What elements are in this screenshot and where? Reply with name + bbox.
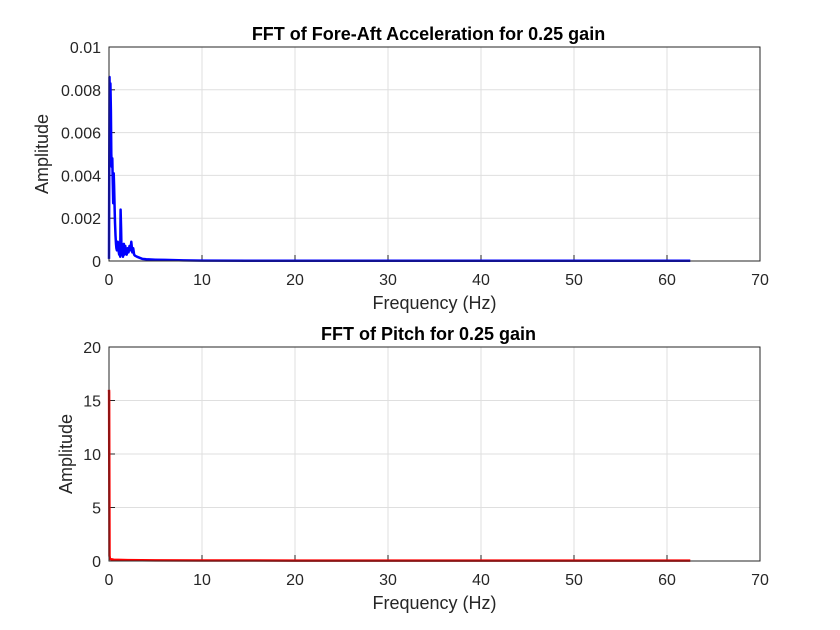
accel-x-tick-label: 0 xyxy=(105,272,114,289)
accel-y-tick-label: 0.008 xyxy=(61,83,101,100)
pitch-x-axis-label: Frequency (Hz) xyxy=(372,593,496,613)
pitch-y-tick-label: 20 xyxy=(83,340,101,357)
acceleration-fft-plot: 0 10 20 30 40 50 60 70 0 0.002 0.004 0.006 0.008 0.01… xyxy=(32,24,769,313)
accel-y-tick-label: 0.01 xyxy=(70,40,101,57)
accel-x-tick-label: 30 xyxy=(379,272,397,289)
accel-x-tick-label: 70 xyxy=(751,272,769,289)
pitch-x-tick-label: 20 xyxy=(286,572,304,589)
pitch-fft-plot: 0 10 20 30 40 50 60 70 0 5 10 15 20 FFT of Pitch for … xyxy=(56,324,769,613)
accel-axes-frame xyxy=(108,46,761,262)
pitch-y-tick-label: 0 xyxy=(92,554,101,571)
pitch-x-tick-label: 40 xyxy=(472,572,490,589)
accel-plot-area xyxy=(109,47,760,261)
accel-chart-title: FFT of Fore-Aft Acceleration for 0.25 ga… xyxy=(252,24,605,44)
accel-x-tick-label: 10 xyxy=(193,272,211,289)
accel-x-tick-label: 20 xyxy=(286,272,304,289)
accel-x-tick-label: 60 xyxy=(658,272,676,289)
accel-y-tick-label: 0.002 xyxy=(61,211,101,228)
accel-x-axis-label: Frequency (Hz) xyxy=(372,293,496,313)
pitch-axes-frame xyxy=(108,346,761,562)
accel-y-axis-label: Amplitude xyxy=(32,114,52,194)
pitch-x-tick-label: 0 xyxy=(105,572,114,589)
pitch-x-tick-label: 60 xyxy=(658,572,676,589)
pitch-y-axis-label: Amplitude xyxy=(56,414,76,494)
pitch-y-tick-label: 5 xyxy=(92,501,101,518)
accel-x-tick-label: 50 xyxy=(565,272,583,289)
pitch-y-tick-label: 15 xyxy=(83,394,101,411)
pitch-x-tick-label: 50 xyxy=(565,572,583,589)
accel-y-tick-label: 0.006 xyxy=(61,126,101,143)
pitch-y-tick-label: 10 xyxy=(83,447,101,464)
pitch-x-tick-label: 70 xyxy=(751,572,769,589)
pitch-x-tick-label: 30 xyxy=(379,572,397,589)
accel-y-tick-label: 0.004 xyxy=(61,168,101,185)
accel-y-tick-label: 0 xyxy=(92,254,101,271)
accel-x-tick-label: 40 xyxy=(472,272,490,289)
pitch-chart-title: FFT of Pitch for 0.25 gain xyxy=(321,324,536,344)
pitch-x-tick-label: 10 xyxy=(193,572,211,589)
accel-series-line xyxy=(107,75,691,263)
